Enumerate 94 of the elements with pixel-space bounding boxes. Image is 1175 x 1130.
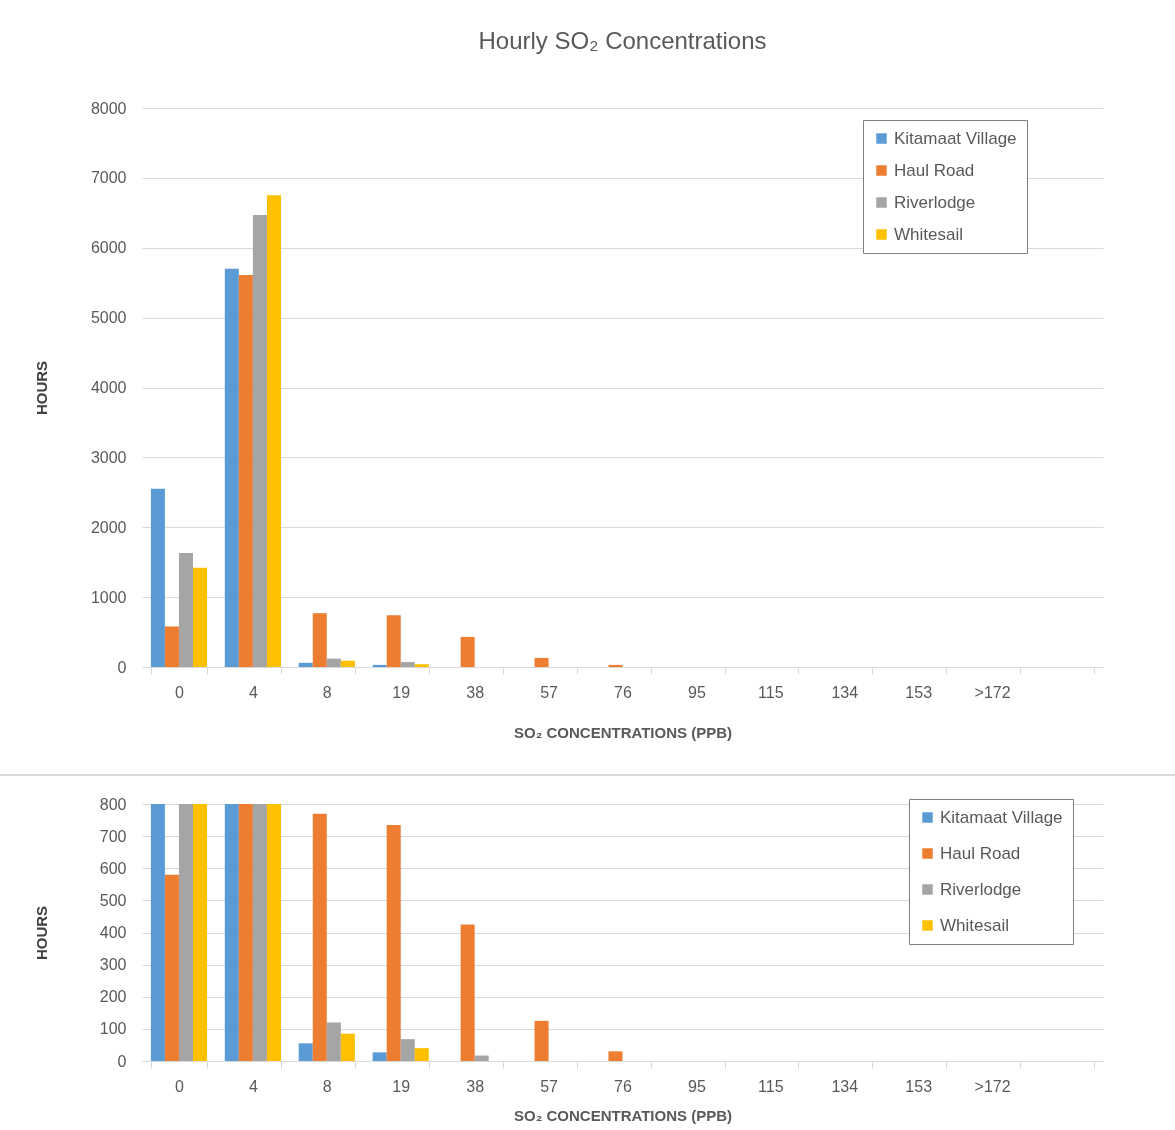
y-tick-label: 1000 [90,588,127,606]
legend-label: Haul Road [894,160,975,180]
x-tick-label: 115 [758,683,784,701]
legend-label: Whitesail [894,224,963,244]
bar [608,1051,623,1061]
bar [298,662,313,667]
bar [460,636,475,667]
bar [238,275,253,667]
bar [150,804,165,1061]
bar [414,1048,429,1061]
x-tick-label: 4 [248,1077,258,1095]
x-tick-label: 57 [540,1077,559,1095]
legend-label: Riverlodge [940,879,1022,899]
x-tick-label: 153 [905,1077,933,1095]
bar [326,658,341,667]
y-tick-label: 4000 [90,379,127,396]
bar [238,804,253,1061]
bar [534,657,549,667]
y-tick-label: 0 [117,1052,127,1070]
bar [298,1043,313,1061]
y-tick-label: 8000 [90,99,127,117]
bar [266,804,281,1061]
y-tick-label: 200 [99,988,127,1006]
bar [150,488,165,667]
y-tick-label: 7000 [90,169,127,187]
y-tick-label: 600 [99,859,127,877]
x-tick-label: 134 [831,1077,859,1095]
bar [340,660,355,667]
bar [164,626,179,667]
y-tick-label: 300 [99,956,127,974]
bar [534,1020,549,1061]
legend-label: Whitesail [940,915,1009,935]
x-tick-label: 153 [905,683,933,701]
bar [372,664,387,667]
bar [400,1039,415,1061]
x-axis-title: SO₂ CONCENTRATIONS (PPB) [513,1106,733,1124]
y-tick-label: 3000 [90,448,127,466]
x-tick-label: 38 [466,1077,485,1095]
x-tick-label: 76 [614,1077,632,1095]
x-tick-label: 0 [175,1077,185,1095]
x-tick-label: 19 [392,1077,411,1095]
y-tick-label: 400 [99,924,127,941]
bar [178,553,194,667]
legend-label: Riverlodge [894,192,976,212]
bar [193,804,208,1061]
x-tick-label: 57 [540,683,559,701]
y-tick-label: 5000 [90,309,127,327]
x-tick-label: 4 [248,683,258,701]
x-tick-label: 38 [466,683,485,701]
y-tick-label: 800 [99,795,127,813]
legend-label: Haul Road [940,843,1021,863]
bar [224,268,239,667]
x-tick-label: 0 [175,683,185,701]
bar [386,615,401,667]
bar [460,924,475,1061]
x-tick-label: 76 [614,683,632,701]
x-axis-title: SO₂ CONCENTRATIONS (PPB) [513,723,733,741]
bar [252,804,267,1061]
bar [372,1052,387,1061]
chart-title: Hourly SO₂ Concentrations [478,27,767,54]
bar [193,567,208,667]
x-tick-label: 115 [758,1077,784,1095]
bar [474,1055,489,1061]
bar [608,664,623,667]
y-axis-title: HOURS [32,905,50,961]
bar [312,813,327,1061]
x-tick-label: 95 [688,683,706,701]
x-tick-label: >172 [974,683,1011,701]
bar [340,1033,355,1061]
y-tick-label: 0 [117,658,127,676]
bar [266,195,281,667]
y-axis-title: HOURS [32,360,50,416]
bar [252,214,267,667]
x-tick-label: 8 [322,1077,332,1095]
legend-label: Kitamaat Village [894,128,1017,148]
y-tick-label: 700 [99,827,127,845]
x-tick-label: 8 [322,683,332,701]
bar [326,1022,341,1061]
bar [312,613,327,667]
x-tick-label: 95 [688,1077,706,1095]
x-tick-label: >172 [974,1077,1011,1095]
bar [164,874,179,1061]
y-tick-label: 500 [99,891,127,909]
bar [400,662,415,667]
y-tick-label: 100 [99,1020,127,1038]
legend-label: Kitamaat Village [940,807,1063,827]
bar [414,664,429,667]
bar [178,804,194,1061]
x-tick-label: 19 [392,683,411,701]
bar [386,824,401,1061]
y-tick-label: 2000 [90,518,127,536]
y-tick-label: 6000 [90,239,127,257]
bar [224,804,239,1061]
x-tick-label: 134 [831,683,859,701]
